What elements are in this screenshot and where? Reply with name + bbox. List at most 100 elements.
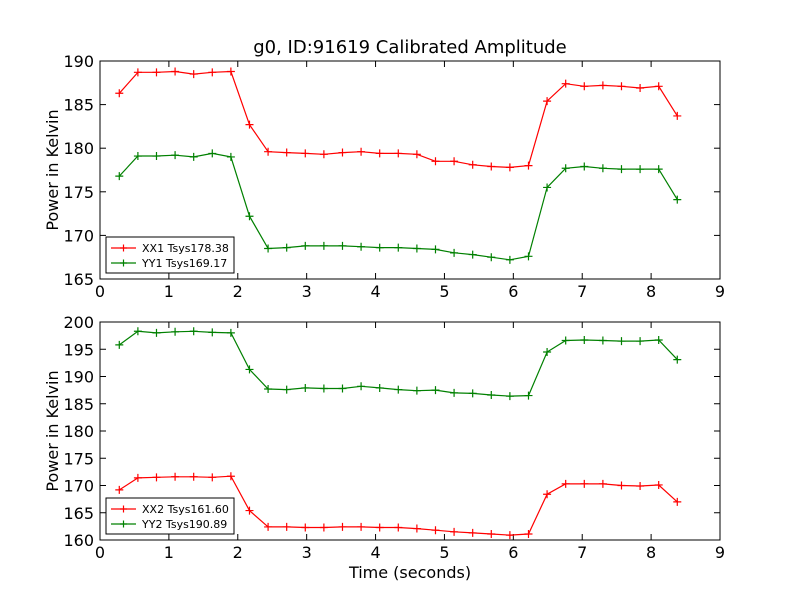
data-point [338,522,347,531]
data-point [245,365,254,374]
data-point [524,252,533,261]
y-tick-label: 165 [63,504,94,523]
chart-panel-1: 0 1 2 3 4 5 6 7 8 9 165 170 175 180 185 190 g0, ID:91619… [43,37,725,301]
data-point [133,473,142,482]
data-point [617,481,626,490]
legend-label: XX2 Tsys161.60 [142,503,229,516]
data-point [505,255,514,264]
x-tick-label: 5 [439,543,449,562]
data-point [394,243,403,252]
data-point [468,250,477,259]
x-tick-label: 3 [302,282,312,301]
data-point [338,148,347,157]
legend-marker [120,244,127,252]
data-point [319,150,328,159]
data-point [561,79,570,88]
data-point [282,522,291,531]
x-tick-label: 1 [164,282,174,301]
data-point [598,164,607,173]
data-point [319,241,328,250]
data-point [245,212,254,221]
x-tick-label: 9 [715,543,725,562]
data-point [208,328,217,337]
y-tick-label: 160 [63,531,94,550]
data-point [561,479,570,488]
x-tick-label: 9 [715,282,725,301]
data-point [357,522,366,531]
data-point [412,150,421,159]
legend-marker [120,259,127,267]
data-point [133,152,142,161]
x-tick-label: 1 [164,543,174,562]
data-point [487,162,496,171]
data-point [412,386,421,395]
data-point [282,243,291,252]
data-point [357,382,366,391]
legend-entry: XX1 Tsys178.38 [111,242,229,255]
x-tick-label: 4 [370,543,380,562]
data-point [450,157,459,166]
data-point [487,391,496,400]
y-tick-label: 200 [63,313,94,332]
x-tick-label: 5 [439,282,449,301]
x-tick-label: 6 [508,543,518,562]
data-point [394,385,403,394]
data-point [171,67,180,76]
data-point [115,340,124,349]
legend-label: YY2 Tsys190.89 [141,518,227,531]
data-point [543,490,552,499]
y-tick-label: 170 [63,226,94,245]
data-point [654,82,663,91]
data-point [375,523,384,532]
x-tick-label: 2 [233,282,243,301]
data-point [431,245,440,254]
data-point [152,328,161,337]
data-point [580,162,589,171]
data-point [375,243,384,252]
data-point [375,149,384,158]
data-point [338,241,347,250]
legend-marker [120,520,127,528]
data-point [654,165,663,174]
data-point [208,473,217,482]
data-point [189,472,198,481]
y-tick-label: 195 [63,340,94,359]
y-tick-label: 175 [63,449,94,468]
data-point [617,82,626,91]
data-point [189,70,198,79]
x-axis-label: Time (seconds) [348,563,471,582]
x-tick-label: 8 [646,543,656,562]
data-point [264,522,273,531]
legend-box [105,497,235,535]
legend-marker [120,505,127,513]
x-tick-label: 4 [370,282,380,301]
data-point [226,152,235,161]
data-point [357,242,366,251]
data-point [189,327,198,336]
data-point [450,248,459,257]
data-point [673,497,682,506]
y-tick-label: 180 [63,139,94,158]
data-point [115,172,124,181]
data-point [636,482,645,491]
data-point [189,152,198,161]
data-point [301,149,310,158]
data-point [580,479,589,488]
data-point [412,524,421,533]
x-tick-label: 7 [577,543,587,562]
data-point [598,336,607,345]
x-tick-label: 0 [95,543,105,562]
data-point [226,328,235,337]
data-point [115,89,124,98]
x-tick-label: 2 [233,543,243,562]
data-point [505,392,514,401]
data-point [580,82,589,91]
data-point [226,67,235,76]
data-point [208,149,217,158]
data-point [524,161,533,170]
data-point [636,337,645,346]
data-point [468,160,477,169]
data-point [301,523,310,532]
legend-box [105,236,235,274]
